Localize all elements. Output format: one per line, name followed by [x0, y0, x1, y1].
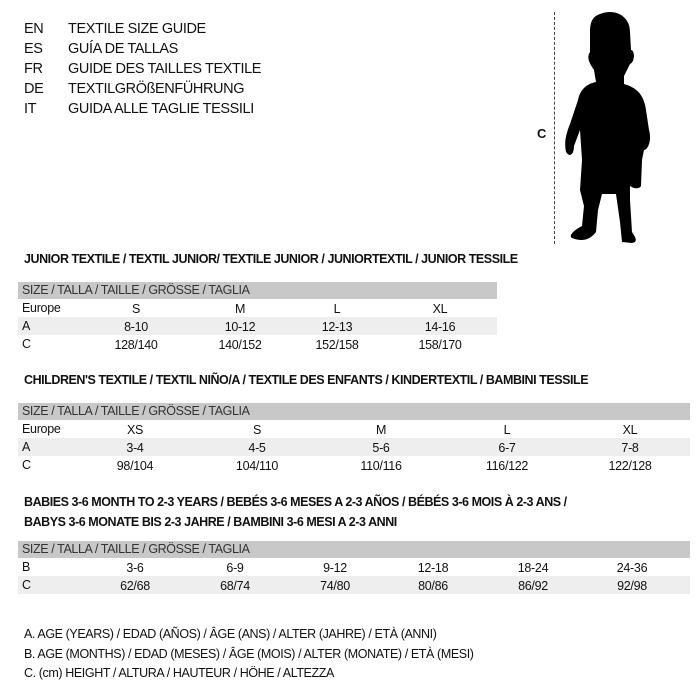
table-cell: M	[375, 423, 387, 437]
legend-a: A. AGE (YEARS) / EDAD (AÑOS) / ÂGE (ANS)…	[24, 627, 437, 641]
table-cell: 128/140	[114, 338, 158, 352]
table-cell: XL	[622, 423, 638, 437]
table-cell: 86/92	[518, 579, 548, 593]
table-cell: 116/122	[485, 459, 529, 473]
table-cell: L	[333, 302, 341, 316]
table-row: C 62/68 68/74 74/80 80/86 86/92 92/98	[18, 576, 690, 594]
row-label: A	[22, 440, 31, 454]
legend-b: B. AGE (MONTHS) / EDAD (MESES) / ÂGE (MO…	[24, 646, 474, 661]
table-cell: M	[234, 302, 246, 316]
table-cell: 140/152	[218, 338, 262, 352]
legend-c: C. (cm) HEIGHT / ALTURA / HAUTEUR / HÖHE…	[24, 666, 334, 680]
table-row: Europe S M L XL	[18, 299, 497, 317]
child-silhouette-icon	[565, 12, 651, 244]
row-label: Europe	[22, 301, 61, 315]
table-cell: XL	[432, 302, 448, 316]
title-text: GUIDA ALLE TAGLIE TESSILI	[68, 101, 254, 117]
babies-heading-line2: BABYS 3-6 MONATE BIS 2-3 JAHRE / BAMBINI…	[24, 515, 397, 529]
table-cell: S	[252, 423, 262, 437]
table-cell: 9-12	[323, 561, 347, 575]
table-row: C 128/140 140/152 152/158 158/170	[18, 335, 497, 353]
title-text: TEXTILGRÖßENFÜHRUNG	[68, 81, 245, 97]
babies-heading-line1: BABIES 3-6 MONTH TO 2-3 YEARS / BEBÉS 3-…	[24, 495, 567, 509]
table-cell: 12-13	[321, 320, 353, 334]
table-cell: 7-8	[621, 441, 639, 455]
table-cell: 8-10	[124, 320, 148, 334]
table-cell: 4-5	[248, 441, 266, 455]
table-cell: 6-7	[498, 441, 516, 455]
size-header-bar: SIZE / TALLA / TAILLE / GRÖSSE / TAGLIA	[18, 282, 497, 299]
table-cell: 12-18	[417, 561, 449, 575]
table-cell: 74/80	[320, 579, 350, 593]
table-cell: 158/170	[418, 338, 462, 352]
table-cell: 92/98	[617, 579, 647, 593]
table-cell: 6-9	[226, 561, 244, 575]
table-cell: S	[131, 302, 141, 316]
table-cell: 68/74	[220, 579, 250, 593]
title-text: GUÍA DE TALLAS	[68, 41, 178, 57]
table-cell: 14-16	[424, 320, 456, 334]
title-fr: FR GUIDE DES TAILLES TEXTILE	[0, 59, 320, 79]
table-cell: 110/116	[360, 459, 402, 473]
title-block: EN TEXTILE SIZE GUIDE ES GUÍA DE TALLAS FR…	[0, 19, 320, 119]
table-row: C 98/104 104/110 110/116 116/122 122/128	[18, 456, 690, 474]
table-cell: XS	[126, 423, 144, 437]
table-cell: 24-36	[616, 561, 648, 575]
children-size-table: SIZE / TALLA / TAILLE / GRÖSSE / TAGLIA E…	[18, 403, 690, 474]
height-measure-line	[554, 12, 555, 244]
table-cell: 5-6	[372, 441, 390, 455]
legend: A. AGE (YEARS) / EDAD (AÑOS) / ÂGE (ANS)…	[24, 625, 474, 684]
children-heading: CHILDREN'S TEXTILE / TEXTIL NIÑO/A / TEX…	[24, 373, 589, 387]
lang-code: EN	[24, 21, 44, 37]
size-header-bar: SIZE / TALLA / TAILLE / GRÖSSE / TAGLIA	[18, 403, 690, 420]
table-row: Europe XS S M L XL	[18, 420, 690, 438]
table-cell: 62/68	[120, 579, 150, 593]
title-it: IT GUIDA ALLE TAGLIE TESSILI	[0, 99, 320, 119]
table-row: A 3-4 4-5 5-6 6-7 7-8	[18, 438, 690, 456]
title-es: ES GUÍA DE TALLAS	[0, 39, 320, 59]
size-header-bar: SIZE / TALLA / TAILLE / GRÖSSE / TAGLIA	[18, 541, 690, 558]
title-de: DE TEXTILGRÖßENFÜHRUNG	[0, 79, 320, 99]
title-text: TEXTILE SIZE GUIDE	[68, 21, 206, 37]
table-cell: 3-6	[126, 561, 144, 575]
title-text: GUIDE DES TAILLES TEXTILE	[68, 61, 262, 77]
table-cell: 122/128	[608, 459, 652, 473]
lang-code: ES	[24, 41, 43, 57]
table-cell: 3-4	[126, 441, 144, 455]
babies-size-table: SIZE / TALLA / TAILLE / GRÖSSE / TAGLIA B…	[18, 541, 690, 594]
row-label: C	[22, 337, 31, 351]
row-label: A	[22, 319, 31, 333]
junior-size-table: SIZE / TALLA / TAILLE / GRÖSSE / TAGLIA E…	[18, 282, 497, 353]
title-en: EN TEXTILE SIZE GUIDE	[0, 19, 320, 39]
table-row: A 8-10 10-12 12-13 14-16	[18, 317, 497, 335]
table-cell: 152/158	[315, 338, 359, 352]
row-label: C	[22, 578, 31, 592]
lang-code: FR	[24, 61, 43, 77]
table-cell: 98/104	[116, 459, 154, 473]
table-cell: L	[503, 423, 511, 437]
lang-code: DE	[24, 81, 44, 97]
measure-label: C	[537, 126, 547, 141]
table-cell: 18-24	[517, 561, 549, 575]
lang-code: IT	[24, 101, 37, 117]
junior-heading: JUNIOR TEXTILE / TEXTIL JUNIOR/ TEXTILE …	[24, 252, 518, 266]
row-label: C	[22, 458, 31, 472]
row-label: Europe	[22, 422, 61, 436]
row-label: B	[22, 560, 31, 574]
table-row: B 3-6 6-9 9-12 12-18 18-24 24-36	[18, 558, 690, 576]
table-cell: 80/86	[418, 579, 448, 593]
table-cell: 104/110	[235, 459, 279, 473]
table-cell: 10-12	[224, 320, 256, 334]
